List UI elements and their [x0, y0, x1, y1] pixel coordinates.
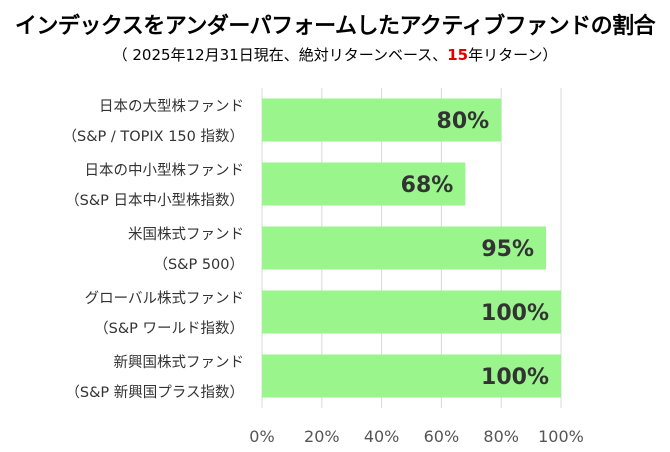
category-label: 米国株式ファンド — [128, 226, 244, 243]
data-label: 80% — [437, 109, 490, 134]
category-label: （S&P 新興国プラス指数） — [65, 384, 244, 401]
chart-title: インデックスをアンダーパフォームしたアクティブファンドの割合 — [14, 14, 656, 39]
x-tick-label: 100% — [538, 427, 584, 446]
data-label: 100% — [481, 365, 549, 390]
x-tick-label: 40% — [364, 427, 400, 446]
category-label: （S&P 500） — [153, 256, 244, 273]
subtitle-highlight: 15 — [447, 46, 469, 64]
category-label: （S&P ワールド指数） — [94, 320, 244, 337]
x-tick-label: 0% — [249, 427, 274, 446]
category-label: 新興国株式ファンド — [114, 354, 245, 371]
chart-subtitle: （ 2025年12月31日現在、絶対リターンベース、15年リターン） — [0, 44, 670, 65]
x-tick-label: 20% — [304, 427, 340, 446]
bar — [262, 290, 561, 334]
data-label: 68% — [401, 173, 454, 198]
x-tick-label: 80% — [483, 427, 519, 446]
bar — [262, 98, 502, 142]
subtitle-prefix: （ 2025年12月31日現在、絶対リターンベース、 — [112, 46, 448, 64]
bar — [262, 226, 547, 270]
x-tick-label: 60% — [424, 427, 460, 446]
data-label: 95% — [481, 237, 534, 262]
category-label: 日本の大型株ファンド — [99, 98, 244, 115]
category-label: （S&P / TOPIX 150 指数） — [63, 128, 244, 145]
category-label: 日本の中小型株ファンド — [85, 162, 245, 179]
category-label: （S&P 日本中小型株指数） — [65, 192, 244, 209]
bar — [262, 354, 561, 398]
data-label: 100% — [481, 301, 549, 326]
subtitle-suffix: 年リターン） — [468, 46, 558, 64]
bar — [262, 162, 466, 206]
category-label: グローバル株式ファンド — [85, 290, 244, 307]
